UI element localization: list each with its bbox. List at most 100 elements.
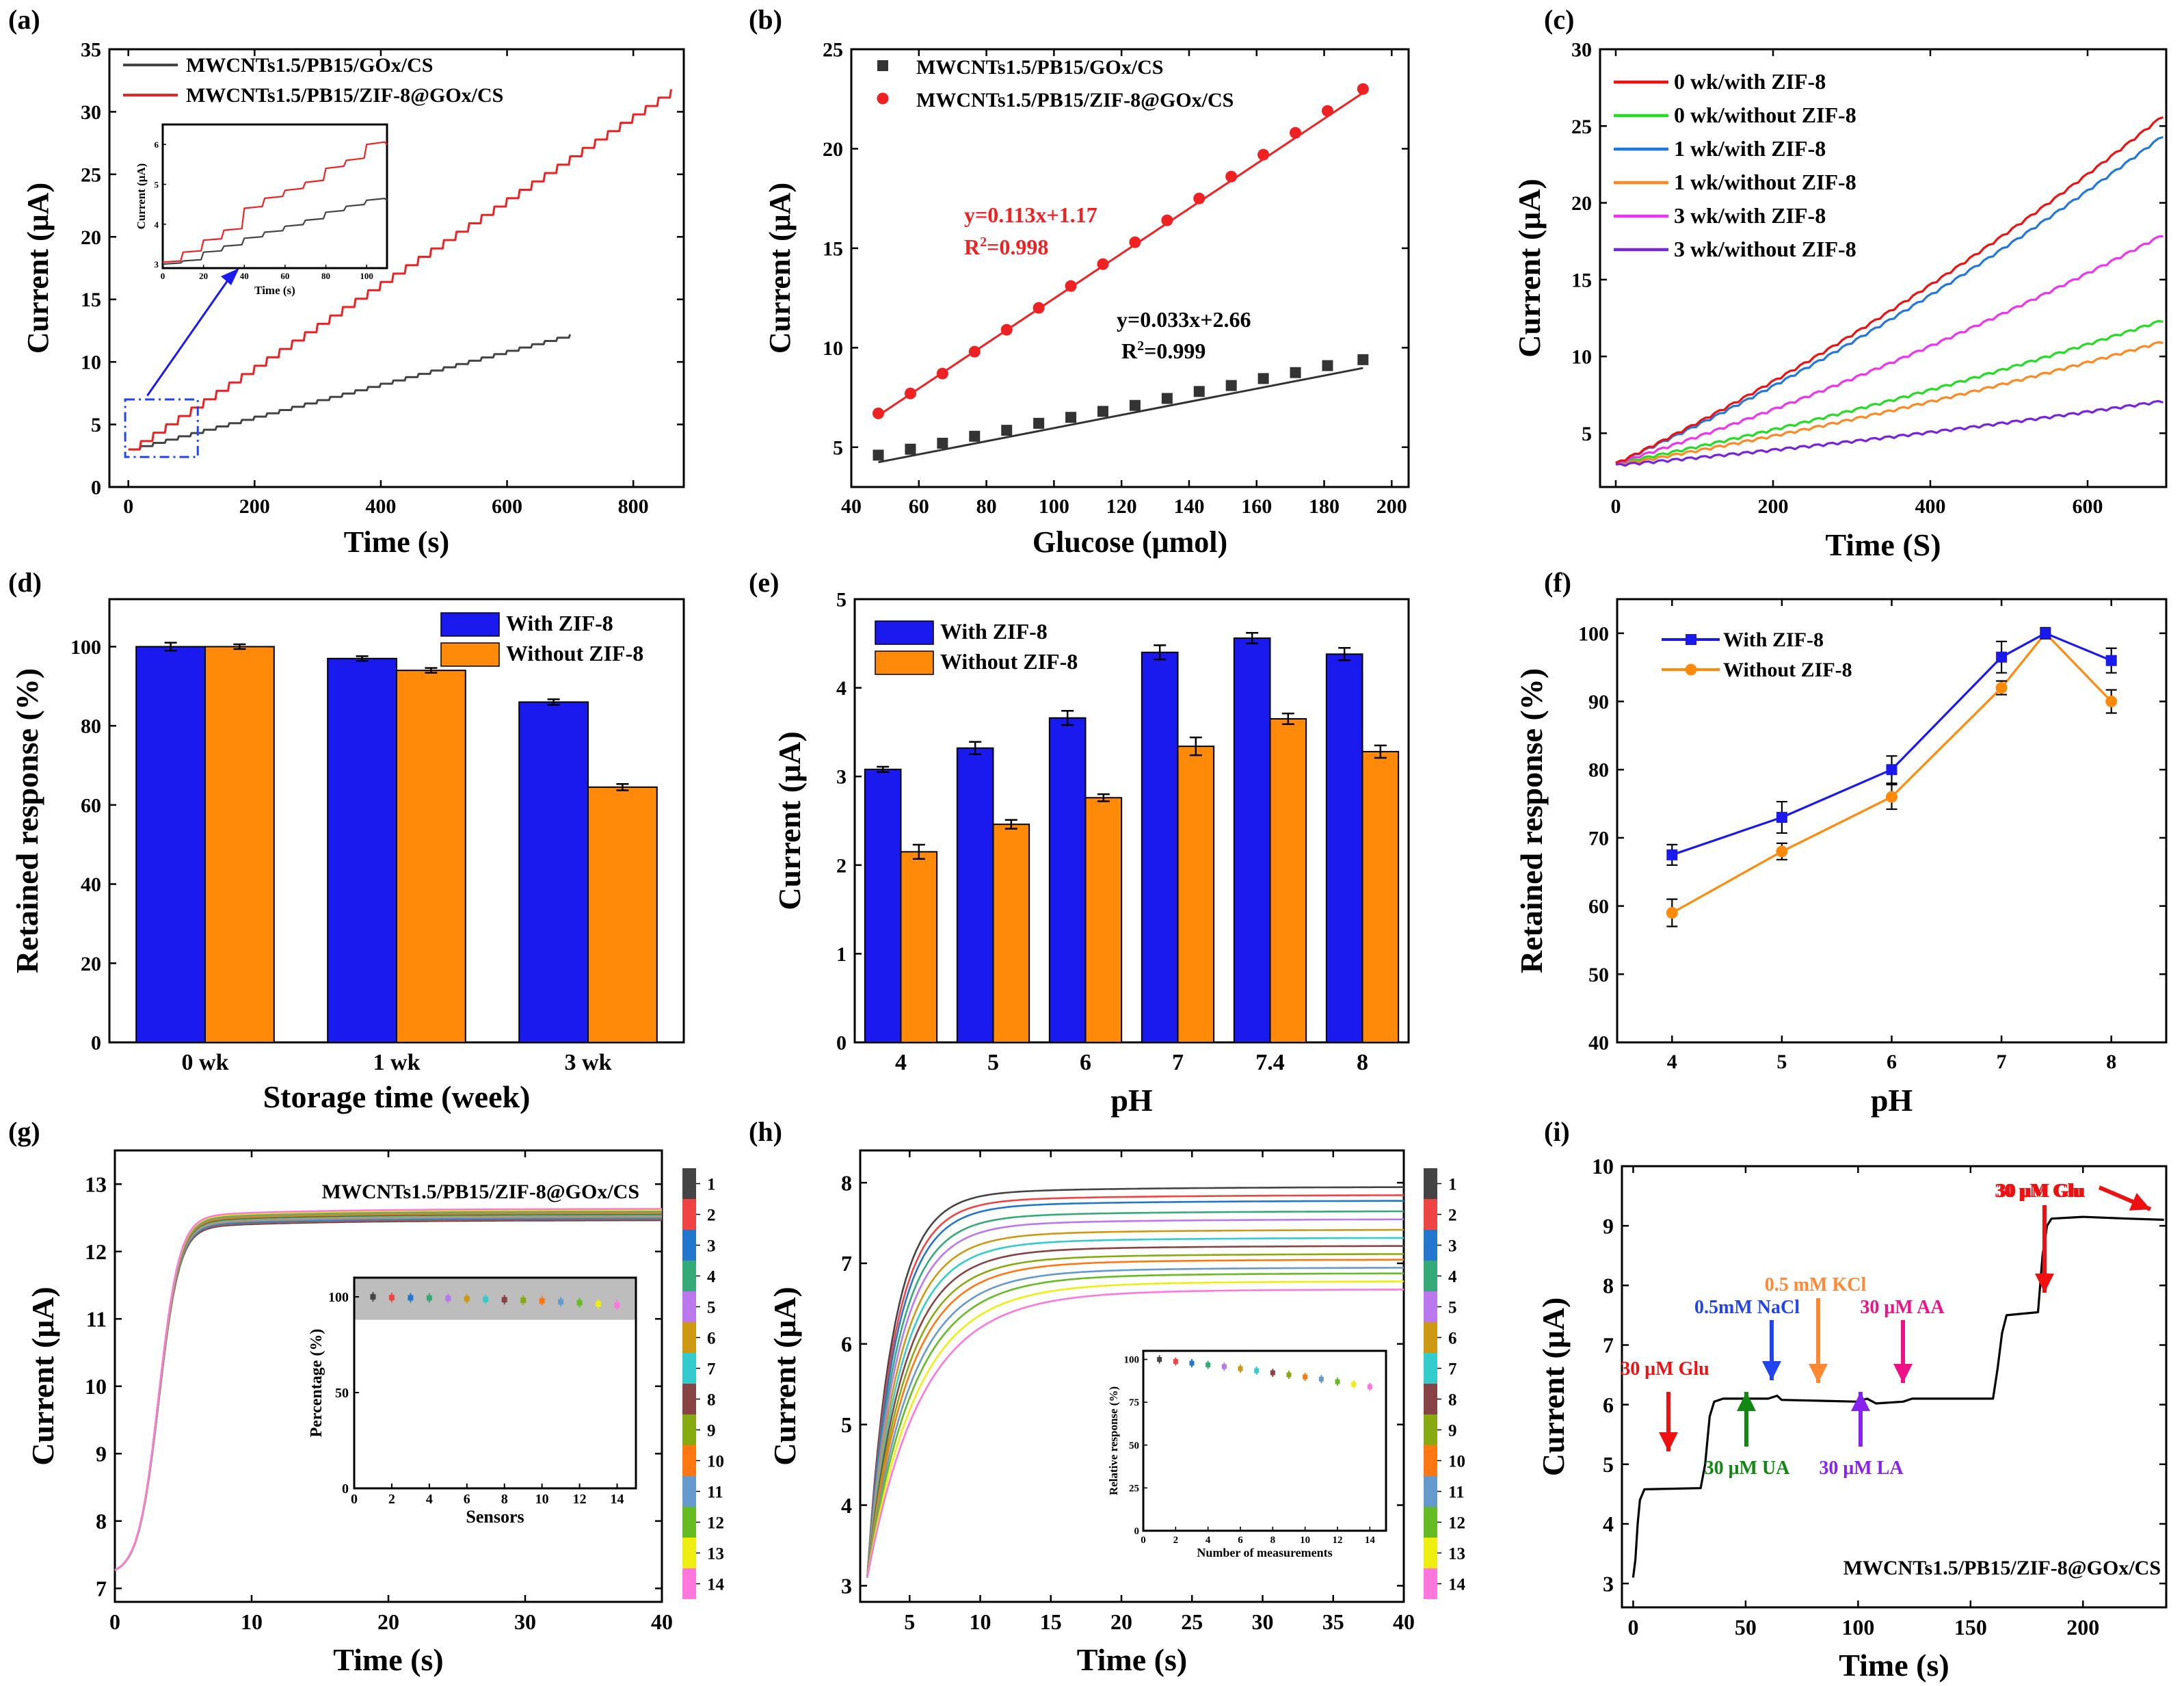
colorbar-cell bbox=[682, 1445, 696, 1476]
series-line-4 bbox=[1615, 235, 2163, 464]
colorbar-cell bbox=[682, 1322, 696, 1353]
measurement-curve-2 bbox=[866, 1194, 1404, 1578]
data-point bbox=[1257, 148, 1270, 161]
data-point bbox=[1996, 651, 2008, 663]
x-tick-label: 3 wk bbox=[565, 1050, 612, 1075]
inset-series-0 bbox=[162, 141, 388, 263]
colorbar-cell bbox=[682, 1353, 696, 1384]
x-tick-label: 200 bbox=[1376, 495, 1407, 518]
inset-x-label: Time (s) bbox=[254, 284, 295, 297]
panel-d: 0 20 40 60 80 100 Storage time (week) Retained … bbox=[8, 567, 685, 1114]
x-axis-label: pH bbox=[1871, 1083, 1913, 1118]
legend-swatch bbox=[875, 650, 934, 675]
arrow-7-head bbox=[2129, 1193, 2150, 1211]
y-tick-label: 80 bbox=[81, 715, 101, 738]
data-point bbox=[1776, 812, 1787, 824]
y-tick-label: 20 bbox=[1571, 192, 1592, 215]
x-axis-label: pH bbox=[1110, 1083, 1153, 1118]
data-point bbox=[904, 387, 916, 399]
data-point bbox=[1321, 105, 1333, 117]
colorbar-cell bbox=[682, 1476, 696, 1507]
y-tick-label: 10 bbox=[81, 352, 101, 374]
x-tick-label: 5 bbox=[987, 1050, 999, 1075]
data-point bbox=[905, 443, 916, 455]
colorbar-cell bbox=[682, 1230, 696, 1261]
x-tick-label: 1 wk bbox=[373, 1050, 421, 1075]
legend-label: Without ZIF-8 bbox=[940, 649, 1078, 674]
inset-y-tick-label: 25 bbox=[1129, 1483, 1139, 1494]
data-point bbox=[1225, 170, 1238, 183]
sensor-curve-9 bbox=[114, 1212, 662, 1571]
y-tick-label: 3 bbox=[841, 1574, 852, 1598]
r2-sup: 2 bbox=[980, 235, 987, 250]
inset-x-tick-label: 40 bbox=[240, 271, 249, 281]
sensor-curve-5 bbox=[114, 1215, 662, 1571]
x-tick-label: 0 bbox=[1627, 1615, 1638, 1639]
y-tick-label: 7 bbox=[96, 1576, 107, 1601]
sensor-curve-12 bbox=[114, 1209, 662, 1571]
y-tick-label: 100 bbox=[1578, 622, 1609, 645]
data-point bbox=[1776, 845, 1788, 858]
plot-frame bbox=[353, 1276, 637, 1490]
sensor-curve-13 bbox=[114, 1209, 662, 1571]
bar-with-zif8 bbox=[518, 701, 589, 1044]
colorbar-cell bbox=[1424, 1230, 1437, 1261]
y-tick-label: 80 bbox=[1588, 759, 1609, 782]
r2-sup: 2 bbox=[1137, 339, 1144, 354]
panel-annotation: MWCNTs1.5/PB15/ZIF-8@GOx/CS bbox=[1843, 1557, 2161, 1579]
x-axis-label: Glucose (μmol) bbox=[1033, 525, 1227, 559]
zoom-arrow bbox=[146, 273, 234, 397]
colorbar-cell bbox=[1424, 1476, 1437, 1507]
y-tick-label: 20 bbox=[81, 953, 101, 975]
x-tick-label: 5 bbox=[1776, 1051, 1787, 1073]
colorbar-label: 9 bbox=[707, 1422, 716, 1440]
x-tick-label: 40 bbox=[1393, 1609, 1415, 1634]
sensor-curve-3 bbox=[114, 1217, 662, 1571]
inset-point bbox=[1303, 1374, 1308, 1380]
measurement-curve-3 bbox=[866, 1200, 1404, 1578]
measurement-curve-6 bbox=[866, 1228, 1404, 1578]
inset-y-tick-label: 100 bbox=[328, 1290, 349, 1305]
panel-label: (f) bbox=[1544, 567, 1571, 598]
colorbar-label: 13 bbox=[707, 1545, 724, 1564]
zoom-arrowhead bbox=[221, 268, 239, 285]
colorbar-cell bbox=[1424, 1445, 1437, 1476]
y-tick-label: 8 bbox=[1603, 1274, 1614, 1298]
data-point bbox=[1161, 393, 1173, 404]
inset-point bbox=[539, 1298, 545, 1304]
inset-x-tick-label: 8 bbox=[501, 1492, 508, 1507]
sensor-curve-10 bbox=[114, 1211, 662, 1571]
data-point bbox=[1666, 849, 1678, 860]
legend-label: MWCNTs1.5/PB15/ZIF-8@GOx/CS bbox=[186, 84, 503, 107]
series-line-1 bbox=[1671, 632, 2112, 914]
colorbar-cell bbox=[1424, 1261, 1437, 1291]
y-axis-label: Current (μA) bbox=[1512, 179, 1547, 358]
colorbar-cell bbox=[682, 1261, 696, 1291]
sensor-curve-6 bbox=[114, 1215, 662, 1571]
y-tick-label: 12 bbox=[85, 1239, 107, 1264]
bar-with-zif8 bbox=[1325, 653, 1363, 1043]
inset-point bbox=[596, 1301, 602, 1307]
inset-point bbox=[426, 1295, 432, 1301]
colorbar-label: 14 bbox=[707, 1576, 725, 1594]
panel-f: 4 5 6 7 8 40 50 60 70 80 90 100 pH Retained response … bbox=[1514, 567, 2168, 1118]
y-tick-label: 1 bbox=[836, 943, 847, 966]
x-tick-label: 400 bbox=[1915, 495, 1946, 518]
y-tick-label: 60 bbox=[1588, 895, 1609, 918]
legend-marker bbox=[877, 60, 888, 71]
inset-x-tick-label: 10 bbox=[535, 1492, 549, 1507]
x-tick-label: 50 bbox=[1735, 1615, 1757, 1639]
plot-frame bbox=[853, 598, 1410, 1044]
colorbar-cell bbox=[682, 1199, 696, 1230]
arrow-label: 30 μM LA bbox=[1819, 1458, 1904, 1479]
colorbar-cell bbox=[1424, 1507, 1437, 1538]
x-tick-label: 800 bbox=[618, 495, 649, 518]
colorbar-label: 12 bbox=[1448, 1514, 1465, 1533]
x-tick-label: 25 bbox=[1181, 1609, 1203, 1634]
inset-point bbox=[483, 1296, 489, 1302]
measurement-curve-8 bbox=[866, 1245, 1404, 1578]
bar-without-zif8 bbox=[204, 646, 275, 1043]
inset-point bbox=[1221, 1364, 1227, 1369]
r2-val: =0.999 bbox=[1144, 339, 1206, 363]
